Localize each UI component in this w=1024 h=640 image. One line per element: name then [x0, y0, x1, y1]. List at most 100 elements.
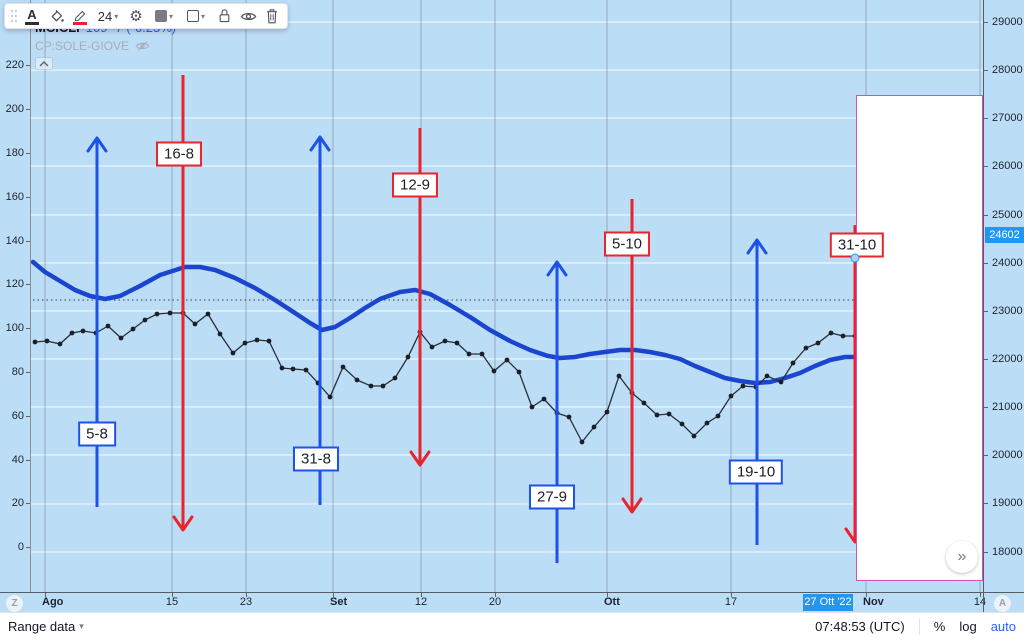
axis-tick-label: 23000 [992, 305, 1023, 317]
gear-icon: ⚙ [129, 6, 143, 25]
axis-tick [984, 455, 988, 456]
up-arrowhead-icon [309, 135, 331, 152]
axis-tick [984, 118, 988, 119]
eye-icon [240, 12, 256, 20]
down-arrowhead-icon [409, 450, 431, 467]
time-tick-label: 14 [973, 596, 987, 608]
price-point [778, 379, 784, 385]
settings-button[interactable]: ⚙ [124, 5, 148, 27]
cycle-date-label[interactable]: 5-10 [603, 231, 651, 257]
delete-button[interactable] [260, 5, 284, 27]
price-point [604, 409, 610, 415]
caret-down-icon: ▾ [114, 11, 119, 21]
chart-pane[interactable]: » 5-8 16-8 31-8 12-9 27-9 5-10 19-10 31-10 220 2… [0, 0, 1024, 612]
price-point [454, 340, 460, 346]
divider [918, 618, 920, 635]
price-point [380, 383, 386, 389]
axis-tick [26, 109, 30, 110]
caret-down-icon: ▾ [168, 11, 173, 21]
pencil-icon [74, 10, 85, 21]
axis-tick-label: 40 [11, 454, 24, 466]
font-size-dropdown[interactable]: 24 ▾ [92, 5, 124, 27]
time-tick [333, 593, 334, 597]
lock-icon [219, 9, 229, 23]
axis-tick [984, 311, 988, 312]
left-value-scale[interactable]: 220 200 180 160 140 120 100 80 60 40 20 0 [0, 0, 30, 592]
price-point [192, 321, 198, 327]
axis-tick-label: 22000 [992, 353, 1023, 365]
panel-expand-button[interactable]: » [946, 541, 978, 573]
axis-tick [26, 65, 30, 66]
cycle-date-label[interactable]: 31-8 [292, 446, 340, 472]
line-color-button[interactable] [68, 5, 92, 27]
axis-tick-label: 160 [5, 191, 24, 203]
price-point [641, 400, 647, 406]
price-point [44, 338, 50, 344]
font-size-value: 24 [97, 8, 113, 24]
side-panel [856, 95, 983, 581]
annotation-handle[interactable] [850, 253, 860, 263]
price-point [803, 345, 809, 351]
price-point [217, 331, 223, 337]
legend-source-row[interactable]: CP:SOLE-GIOVE [35, 39, 176, 53]
cycle-date-label[interactable]: 27-9 [528, 484, 576, 510]
price-point [790, 360, 796, 366]
price-point [840, 333, 846, 339]
price-point [740, 383, 746, 389]
visibility-button[interactable] [236, 5, 260, 27]
time-tick-label: Ott [604, 596, 620, 608]
clone-dropdown[interactable]: ▾ [180, 5, 212, 27]
paint-bucket-icon [51, 9, 64, 22]
right-scale-border[interactable] [983, 0, 984, 612]
percent-scale-button[interactable]: % [933, 619, 946, 634]
price-point [154, 311, 160, 317]
price-point [205, 311, 211, 317]
price-point [516, 369, 522, 375]
up-arrowhead-icon [546, 260, 568, 277]
auto-scale-button[interactable]: A [994, 595, 1011, 612]
clock[interactable]: 07:48:53 (UTC) [815, 619, 905, 634]
lock-button[interactable] [212, 5, 236, 27]
price-point [354, 377, 360, 383]
price-point [230, 350, 236, 356]
time-tick [607, 593, 608, 597]
crosshair-date-label: 27 Ott '22 [803, 594, 853, 611]
time-tick [246, 593, 247, 597]
cycle-date-label[interactable]: 16-8 [155, 141, 203, 167]
cycle-date-label[interactable]: 19-10 [728, 459, 784, 485]
price-point [579, 439, 585, 445]
axis-tick [26, 153, 30, 154]
axis-tick-label: 80 [11, 366, 24, 378]
axis-tick [26, 241, 30, 242]
auto-scale-toggle[interactable]: auto [990, 619, 1016, 634]
drag-dots-icon [10, 9, 18, 23]
legend-collapse-button[interactable] [35, 57, 53, 70]
cycle-annotations-layer: 5-8 16-8 31-8 12-9 27-9 5-10 19-10 31-10 [78, 141, 885, 510]
axis-tick-label: 27000 [992, 112, 1023, 124]
axis-tick [984, 552, 988, 553]
price-point [715, 413, 721, 419]
eye-off-icon[interactable] [135, 40, 150, 52]
fill-color-button[interactable] [44, 5, 68, 27]
axis-tick [26, 372, 30, 373]
timezone-button[interactable]: Z [6, 595, 23, 612]
cycle-date-label[interactable]: 12-9 [391, 172, 439, 198]
axis-tick [984, 22, 988, 23]
cycle-ma-curve [30, 259, 859, 386]
cycle-date-label[interactable]: 5-8 [78, 421, 116, 447]
price-scale[interactable]: 29000 28000 27000 26000 25000 24000 23000 22000… [983, 0, 1024, 592]
axis-tick-label: 140 [5, 235, 24, 247]
axis-tick-label: 120 [5, 278, 24, 290]
range-data-dropdown[interactable]: Range data ▾ [8, 619, 84, 634]
axis-tick-label: 0 [17, 541, 24, 553]
style-template-dropdown[interactable]: ▾ [148, 5, 180, 27]
time-axis[interactable]: 27 Ott '22 Z A Ago 15 23 Set 12 20 Ott 17 Nov 14 [0, 592, 1024, 612]
log-scale-button[interactable]: log [959, 619, 977, 634]
drag-handle[interactable] [8, 5, 20, 27]
text-color-button[interactable]: A [20, 5, 44, 27]
down-arrowhead-icon [621, 497, 643, 514]
price-point [504, 357, 510, 363]
price-point [392, 375, 398, 381]
time-tick [980, 593, 981, 597]
